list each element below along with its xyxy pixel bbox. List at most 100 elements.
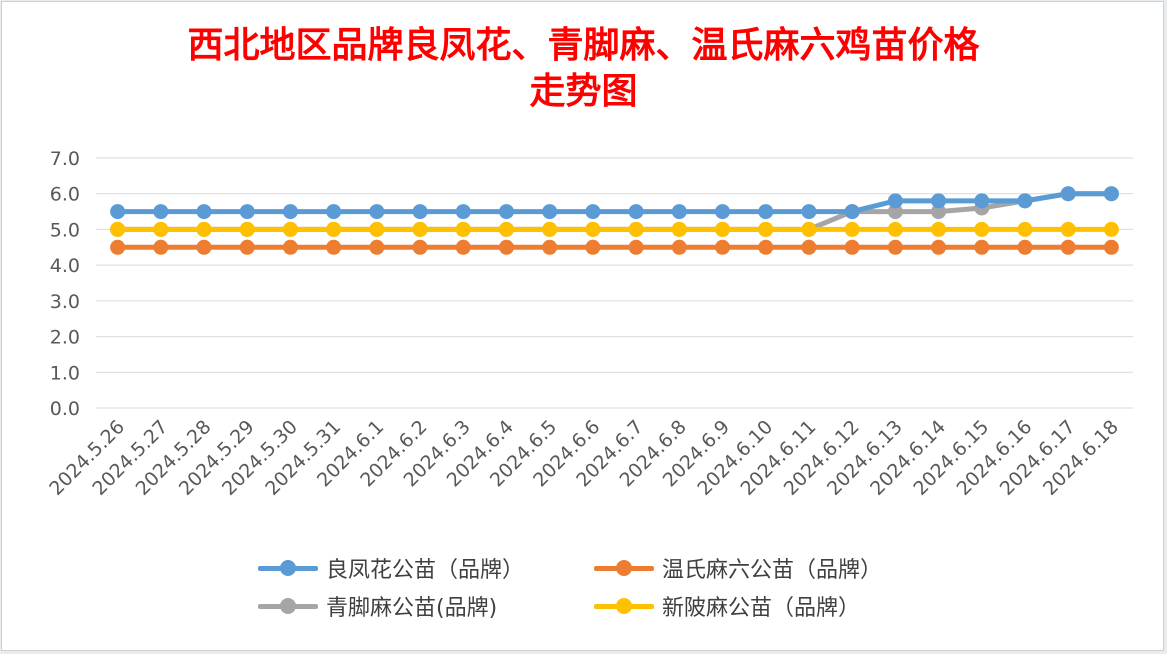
y-tick-label: 1.0 [50, 362, 80, 384]
data-point [801, 239, 817, 255]
data-point [455, 204, 471, 220]
data-point [498, 239, 514, 255]
data-point [110, 239, 126, 255]
data-point [931, 239, 947, 255]
data-point [412, 221, 428, 237]
data-point [282, 221, 298, 237]
data-point [412, 239, 428, 255]
data-point [671, 239, 687, 255]
chart-title: 西北地区品牌良凤花、青脚麻、温氏麻六鸡苗价格 走势图 [0, 22, 1167, 114]
data-point [542, 221, 558, 237]
data-point [671, 204, 687, 220]
data-point [844, 221, 860, 237]
data-point [585, 204, 601, 220]
x-axis-ticks: 2024.5.262024.5.272024.5.282024.5.292024… [45, 416, 1123, 500]
legend-swatch-3 [594, 596, 654, 616]
data-point [196, 204, 212, 220]
data-point [844, 204, 860, 220]
y-tick-label: 7.0 [50, 148, 80, 170]
data-point [628, 221, 644, 237]
data-point [239, 239, 255, 255]
data-point [239, 204, 255, 220]
data-point [801, 204, 817, 220]
data-point [326, 221, 342, 237]
data-point [153, 221, 169, 237]
data-point [887, 204, 903, 220]
legend-label-2: 青脚麻公苗(品牌) [326, 596, 498, 621]
data-point [887, 193, 903, 209]
data-point [801, 221, 817, 237]
data-point [110, 221, 126, 237]
data-point [758, 239, 774, 255]
data-point [239, 221, 255, 237]
data-point [844, 239, 860, 255]
data-point [887, 239, 903, 255]
data-point [1060, 239, 1076, 255]
gridlines [96, 157, 1133, 409]
series-lines [110, 186, 1119, 255]
legend-swatch-1 [594, 558, 654, 578]
legend: 良凤花公苗（品牌） 温氏麻六公苗（品牌） 青脚麻公苗(品牌) 新陂麻公苗（品牌） [258, 550, 958, 630]
data-point [369, 204, 385, 220]
data-point [715, 221, 731, 237]
data-point [455, 239, 471, 255]
y-axis-ticks: 0.0 1.0 2.0 3.0 4.0 5.0 6.0 7.0 [50, 148, 80, 420]
data-point [1103, 221, 1119, 237]
data-point [369, 239, 385, 255]
data-point [628, 204, 644, 220]
data-point [153, 239, 169, 255]
data-point [196, 239, 212, 255]
legend-swatch-0 [258, 558, 318, 578]
data-point [542, 239, 558, 255]
y-tick-label: 6.0 [50, 184, 80, 206]
data-point [585, 239, 601, 255]
data-point [153, 204, 169, 220]
y-tick-label: 3.0 [50, 291, 80, 313]
data-point [1060, 186, 1076, 202]
legend-item-0: 良凤花公苗（品牌） [258, 550, 524, 586]
legend-label-0: 良凤花公苗（品牌） [326, 558, 525, 583]
data-point [887, 221, 903, 237]
legend-swatch-2 [258, 596, 318, 616]
data-point [1103, 239, 1119, 255]
data-point [110, 204, 126, 220]
data-point [628, 239, 644, 255]
data-point [542, 204, 558, 220]
data-point [282, 239, 298, 255]
chart-title-line-1: 西北地区品牌良凤花、青脚麻、温氏麻六鸡苗价格 [187, 24, 980, 66]
data-point [1103, 186, 1119, 202]
data-point [326, 204, 342, 220]
data-point [974, 193, 990, 209]
legend-item-2: 青脚麻公苗(品牌) [258, 588, 497, 624]
data-point [498, 204, 514, 220]
data-point [1017, 193, 1033, 209]
legend-item-3: 新陂麻公苗（品牌） [594, 588, 860, 624]
data-point [326, 239, 342, 255]
chart-title-line-2: 走势图 [529, 70, 638, 112]
data-point [1017, 221, 1033, 237]
y-tick-label: 0.0 [50, 398, 80, 420]
series-3 [110, 221, 1119, 237]
data-point [671, 221, 687, 237]
data-point [715, 239, 731, 255]
data-point [412, 204, 428, 220]
data-point [931, 221, 947, 237]
data-point [974, 221, 990, 237]
series-0 [110, 186, 1119, 220]
data-point [369, 221, 385, 237]
legend-label-1: 温氏麻六公苗（品牌） [662, 558, 883, 583]
data-point [931, 204, 947, 220]
data-point [715, 204, 731, 220]
y-tick-label: 4.0 [50, 255, 80, 277]
data-point [455, 221, 471, 237]
data-point [196, 221, 212, 237]
data-point [974, 239, 990, 255]
y-tick-label: 2.0 [50, 327, 80, 349]
data-point [498, 221, 514, 237]
legend-label-3: 新陂麻公苗（品牌） [662, 596, 861, 621]
y-tick-label: 5.0 [50, 219, 80, 241]
data-point [931, 193, 947, 209]
legend-item-1: 温氏麻六公苗（品牌） [594, 550, 882, 586]
